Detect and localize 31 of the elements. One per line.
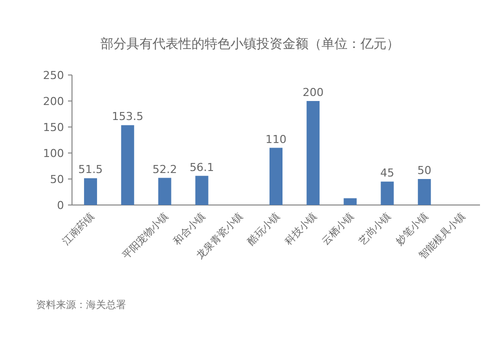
bar bbox=[380, 182, 394, 205]
bar bbox=[84, 178, 98, 205]
bar bbox=[418, 179, 431, 205]
data-label: 56.1 bbox=[190, 160, 214, 174]
x-tick-label: 江南药镇 bbox=[60, 210, 97, 248]
data-label: 50 bbox=[417, 164, 432, 177]
bar bbox=[344, 198, 357, 205]
data-label: 153.5 bbox=[112, 110, 144, 124]
y-tick-label: 150 bbox=[43, 121, 64, 134]
chart-title: 部分具有代表性的特色小镇投资金额（单位：亿元） bbox=[100, 37, 400, 52]
x-tick-label: 平阳宠物小镇 bbox=[120, 210, 171, 262]
y-tick-label: 200 bbox=[43, 95, 64, 108]
text: 资料来源：海关总署 bbox=[36, 299, 126, 311]
data-label: 52.2 bbox=[152, 162, 177, 176]
data-label: 200 bbox=[302, 86, 324, 99]
bar bbox=[121, 125, 134, 205]
bar bbox=[306, 101, 320, 205]
y-tick-label: 50 bbox=[50, 173, 64, 186]
y-tick-label: 100 bbox=[43, 147, 64, 160]
y-tick-label: 0 bbox=[57, 199, 64, 212]
data-label: 110 bbox=[266, 132, 286, 146]
data-label: 51.5 bbox=[78, 163, 103, 176]
data-label: 45 bbox=[380, 166, 394, 180]
bar bbox=[195, 176, 208, 205]
x-tick-label: 云栖小镇 bbox=[320, 210, 356, 248]
bar bbox=[158, 178, 172, 205]
x-tick-label: 艺尚小镇 bbox=[356, 210, 394, 248]
bar bbox=[270, 148, 282, 205]
y-tick-label: 250 bbox=[43, 69, 64, 82]
x-tick-label: 科技小镇 bbox=[282, 210, 320, 248]
x-tick-label: 酷玩小镇 bbox=[245, 210, 282, 248]
